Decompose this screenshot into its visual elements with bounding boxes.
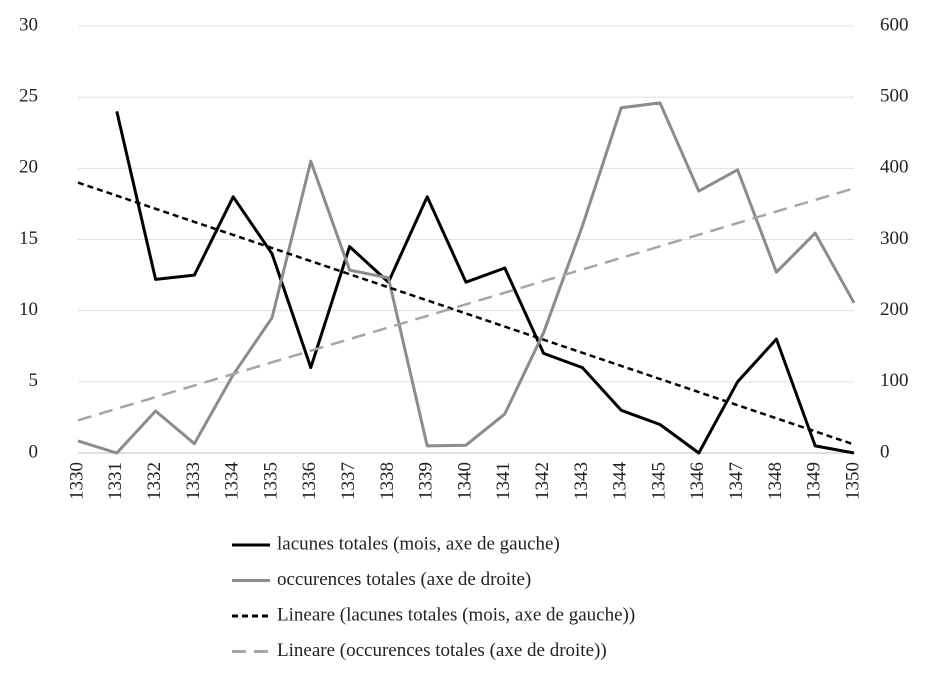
y-tick-label: 5	[29, 370, 39, 391]
x-tick-label: 1346	[687, 462, 708, 500]
x-tick-label: 1347	[726, 462, 747, 500]
y2-tick-label: 400	[880, 157, 909, 178]
y2-tick-label: 0	[880, 441, 890, 462]
x-tick-label: 1343	[571, 462, 592, 500]
x-tick-label: 1331	[105, 462, 126, 500]
y2-tick-label: 100	[880, 370, 909, 391]
x-tick-label: 1333	[183, 462, 204, 500]
legend-label: Lineare (occurences totales (axe de droi…	[277, 640, 607, 661]
x-tick-label: 1340	[454, 462, 475, 500]
series-line	[77, 181, 855, 446]
y-tick-label: 15	[19, 228, 38, 249]
y-tick-label: 25	[19, 86, 38, 107]
x-tick-label: 1342	[532, 462, 553, 500]
y-tick-label: 30	[19, 14, 38, 35]
x-tick-label: 1334	[222, 462, 243, 501]
x-tick-label: 1335	[260, 462, 281, 500]
legend-label: Lineare (lacunes totales (mois, axe de g…	[277, 604, 635, 625]
x-tick-label: 1339	[416, 462, 437, 500]
y2-tick-label: 200	[880, 299, 909, 320]
y-tick-label: 0	[29, 441, 39, 462]
series-line	[115, 111, 855, 455]
x-tick-label: 1330	[66, 462, 87, 500]
x-tick-label: 1349	[804, 462, 825, 500]
y-tick-label: 20	[19, 157, 38, 178]
x-tick-label: 1337	[338, 462, 359, 500]
x-tick-label: 1338	[377, 462, 398, 500]
y2-tick-label: 500	[880, 86, 909, 107]
series-line	[77, 187, 855, 422]
series-line	[77, 101, 856, 455]
legend-label: occurences totales (axe de droite)	[277, 569, 531, 590]
x-tick-label: 1344	[610, 462, 631, 501]
y2-tick-label: 600	[880, 14, 909, 35]
x-tick-label: 1341	[493, 462, 514, 500]
x-tick-label: 1345	[648, 462, 669, 500]
y-tick-label: 10	[19, 299, 38, 320]
x-tick-label: 1350	[842, 462, 863, 500]
x-tick-label: 1348	[765, 462, 786, 500]
legend-label: lacunes totales (mois, axe de gauche)	[277, 533, 560, 554]
x-tick-label: 1332	[144, 462, 165, 500]
y2-tick-label: 300	[880, 228, 909, 249]
x-tick-label: 1336	[299, 462, 320, 500]
